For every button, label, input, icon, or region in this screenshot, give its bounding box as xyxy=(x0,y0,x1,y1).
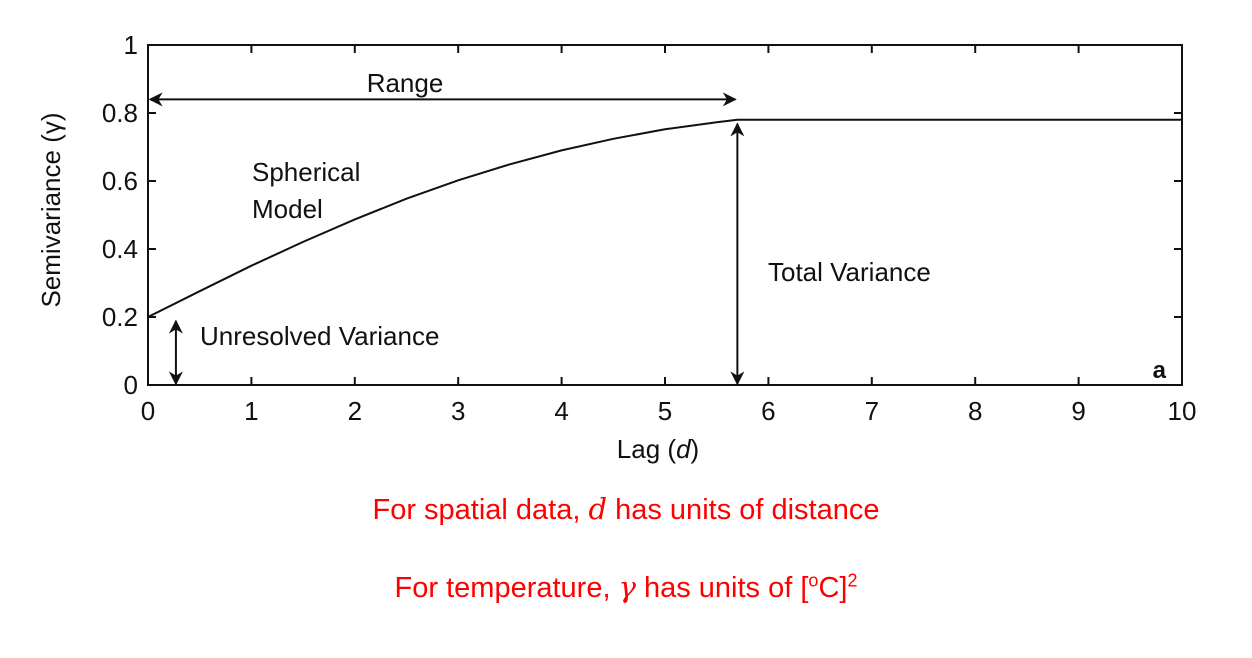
x-tick-label: 10 xyxy=(1168,396,1197,426)
x-tick-label: 9 xyxy=(1071,396,1085,426)
x-tick-label: 5 xyxy=(658,396,672,426)
x-tick-label: 2 xyxy=(348,396,362,426)
x-axis-label: Lag (d) xyxy=(617,434,699,464)
x-tick-label: 0 xyxy=(141,396,155,426)
y-tick-label: 0.4 xyxy=(102,234,138,264)
x-tick-label: 6 xyxy=(761,396,775,426)
y-tick-label: 1 xyxy=(124,30,138,60)
y-tick-label: 0 xyxy=(124,370,138,400)
spherical-model-curve xyxy=(147,118,1182,318)
panel-label: a xyxy=(1153,357,1167,384)
x-tick-label: 4 xyxy=(554,396,568,426)
unresolved-variance-label: Unresolved Variance xyxy=(200,321,439,351)
y-axis-ticks: 0 0.2 0.4 0.6 0.8 1 xyxy=(102,30,1182,400)
y-tick-label: 0.6 xyxy=(102,166,138,196)
total-variance-label: Total Variance xyxy=(768,257,931,287)
y-tick-label: 0.2 xyxy=(102,302,138,332)
temperature-units-note: For temperature, γ has units of [oC]2 xyxy=(394,570,858,604)
spatial-units-note: For spatial data, d has units of distanc… xyxy=(372,492,880,526)
x-tick-label: 7 xyxy=(865,396,879,426)
semivariogram-chart: 0 1 2 3 4 5 6 7 8 9 10 0 0.2 0.4 0.6 0.8 1 Range Spheri… xyxy=(36,30,1197,464)
x-axis-ticks: 0 1 2 3 4 5 6 7 8 9 10 xyxy=(141,45,1197,426)
x-tick-label: 8 xyxy=(968,396,982,426)
x-tick-label: 3 xyxy=(451,396,465,426)
y-axis-label: Semivariance (γ) xyxy=(36,112,66,307)
range-label: Range xyxy=(367,68,444,98)
y-tick-label: 0.8 xyxy=(102,98,138,128)
spherical-label: Spherical xyxy=(252,157,360,187)
x-tick-label: 1 xyxy=(244,396,258,426)
model-label: Model xyxy=(252,194,323,224)
